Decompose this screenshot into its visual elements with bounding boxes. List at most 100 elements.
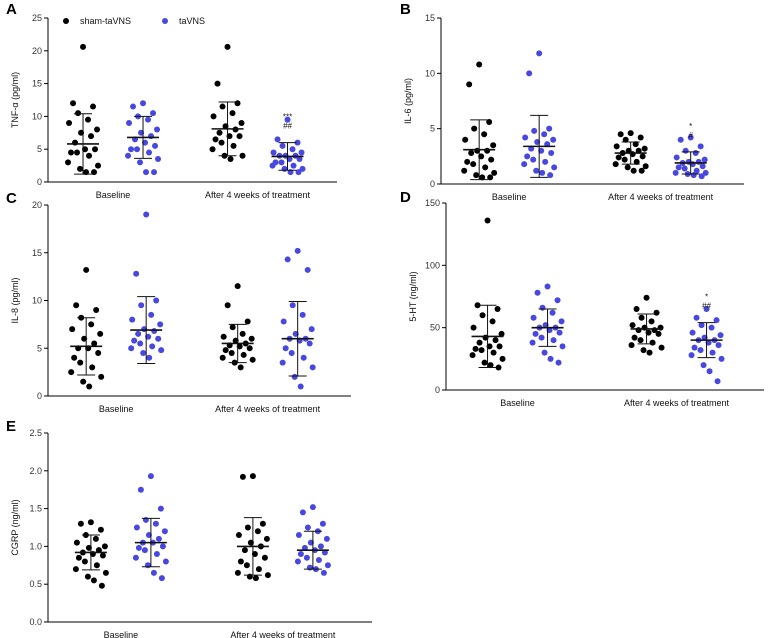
data-point [161, 528, 168, 535]
data-point [699, 163, 706, 170]
data-point [155, 535, 162, 542]
data-point [93, 307, 100, 314]
data-point [536, 50, 543, 57]
data-point [682, 147, 689, 154]
data-point [309, 504, 316, 511]
group-tavns [279, 247, 316, 390]
data-point [637, 134, 644, 141]
data-point [92, 535, 99, 542]
data-point [550, 337, 557, 344]
legend: sham-taVNS taVNS [63, 16, 205, 26]
panel-letter: C [6, 190, 17, 207]
data-point [135, 330, 142, 337]
data-point [97, 526, 104, 533]
y-tick-label: 5 [37, 343, 42, 353]
data-point [222, 347, 229, 354]
data-point [529, 339, 536, 346]
y-tick-label: 1.0 [29, 541, 42, 551]
data-point [637, 337, 644, 344]
data-point [296, 156, 303, 163]
data-point [718, 355, 725, 362]
x-category-label: Baseline [96, 190, 131, 200]
data-point [697, 143, 704, 150]
y-tick-label: 0 [435, 385, 440, 395]
data-point [80, 43, 87, 50]
y-tick-label: 15 [425, 13, 435, 23]
data-point [554, 297, 561, 304]
data-point [132, 554, 139, 561]
data-point [88, 133, 95, 140]
data-point [615, 154, 622, 161]
data-point [71, 354, 78, 361]
data-point [698, 322, 705, 329]
group-tavns [688, 305, 725, 385]
data-point [613, 143, 620, 150]
data-point [69, 326, 76, 333]
data-point [294, 558, 301, 565]
data-point [147, 473, 154, 480]
data-point [259, 520, 266, 527]
data-point [534, 289, 541, 296]
data-point [299, 509, 306, 516]
data-point [280, 318, 287, 325]
data-point [681, 165, 688, 172]
data-point [713, 317, 720, 324]
data-point [73, 539, 80, 546]
group-tavns [521, 50, 558, 179]
data-point [481, 359, 488, 366]
data-point [492, 337, 499, 344]
data-point [151, 328, 158, 335]
data-point [243, 562, 250, 569]
data-point [697, 347, 704, 354]
data-point [531, 127, 538, 134]
data-point [288, 350, 295, 357]
data-point [549, 309, 556, 316]
data-point [269, 162, 276, 169]
x-category-label: After 4 weeks of treatment [215, 404, 321, 414]
data-point [673, 154, 680, 161]
data-point [153, 550, 160, 557]
data-point [77, 165, 84, 172]
data-point [490, 142, 497, 149]
data-point [155, 156, 162, 163]
data-point [482, 164, 489, 171]
data-point [479, 174, 486, 181]
data-point [237, 364, 244, 371]
data-point [641, 145, 648, 152]
data-point [538, 334, 545, 341]
data-point [642, 163, 649, 170]
data-point [128, 345, 135, 352]
data-point [294, 139, 301, 146]
data-point [219, 354, 226, 361]
data-point [90, 577, 97, 584]
data-point [640, 347, 647, 354]
data-point [646, 349, 653, 356]
data-point [93, 562, 100, 569]
data-point [706, 368, 713, 375]
data-point [542, 158, 549, 165]
data-point [547, 172, 554, 179]
data-point [484, 147, 491, 154]
data-point [134, 146, 141, 153]
data-point [546, 125, 553, 132]
data-point [140, 100, 147, 107]
data-point [282, 345, 289, 352]
data-point [548, 150, 555, 157]
data-point [244, 524, 251, 531]
y-tick-label: 0.0 [29, 617, 42, 627]
y-tick-label: 2.0 [29, 466, 42, 476]
data-point [252, 575, 259, 582]
panel-letter: E [6, 418, 16, 435]
panel-letter: D [400, 189, 411, 206]
data-point [158, 575, 165, 582]
data-point [522, 134, 529, 141]
data-point [496, 343, 503, 350]
data-point [248, 335, 255, 342]
data-point [83, 266, 90, 273]
data-point [212, 136, 219, 143]
data-point [126, 119, 133, 126]
data-point [474, 302, 481, 309]
data-point [709, 349, 716, 356]
group-tavns [294, 504, 331, 576]
